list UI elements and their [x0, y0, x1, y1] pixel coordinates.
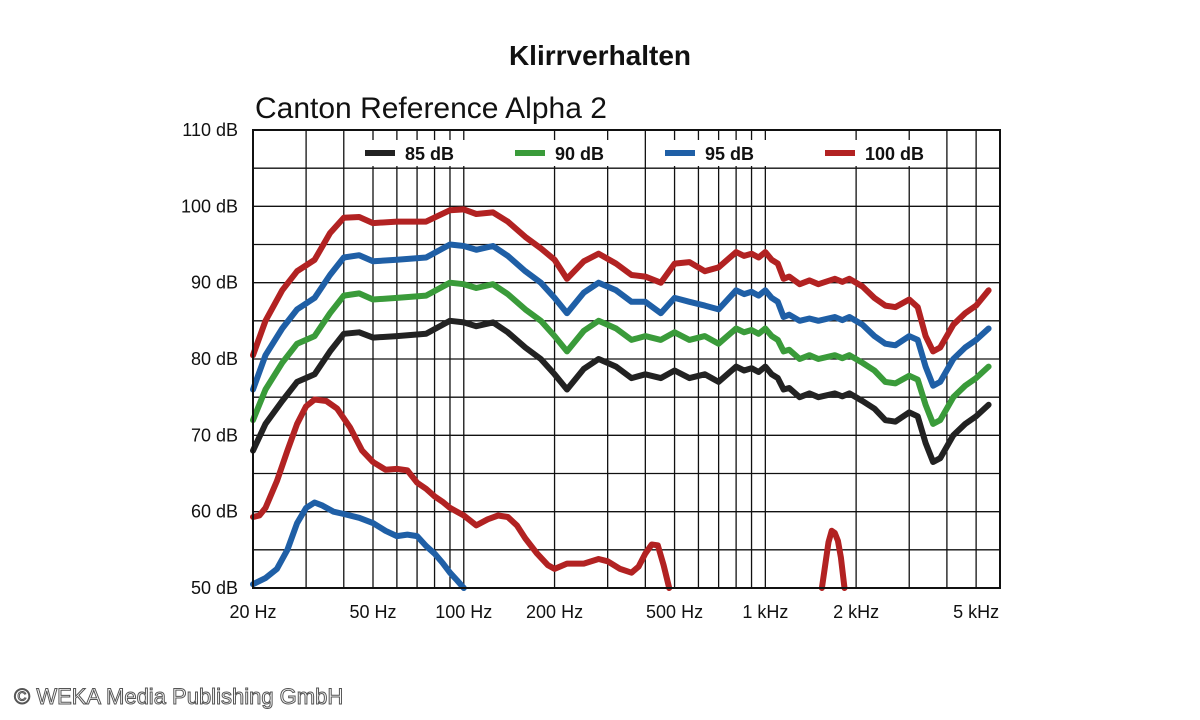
copyright-notice: © WEKA Media Publishing GmbH [13, 684, 344, 710]
series-group [250, 206, 992, 591]
x-tick-label: 20 Hz [229, 602, 276, 622]
series-line [250, 206, 992, 359]
legend-label: 85 dB [405, 144, 454, 164]
series-line [250, 499, 467, 591]
series-line [250, 317, 992, 465]
y-tick-label: 110 dB [182, 120, 238, 140]
x-tick-label: 2 kHz [833, 602, 879, 622]
series-line [818, 527, 848, 591]
y-tick-label: 70 dB [191, 425, 238, 445]
x-tick-label: 200 Hz [526, 602, 583, 622]
plot-border [252, 129, 1001, 589]
series-line [250, 241, 992, 393]
chart-subtitle: Canton Reference Alpha 2 [255, 92, 607, 125]
series-line [250, 396, 673, 591]
y-tick-label: 80 dB [191, 349, 238, 369]
legend-label: 100 dB [865, 144, 924, 164]
y-tick-label: 60 dB [191, 502, 238, 522]
legend-label: 90 dB [555, 144, 604, 164]
y-tick-label: 90 dB [191, 273, 238, 293]
y-tick-label: 50 dB [191, 578, 238, 598]
legend-label: 95 dB [705, 144, 754, 164]
legend: 85 dB 90 dB 95 dB 100 dB [359, 140, 939, 166]
x-tick-label: 100 Hz [435, 602, 492, 622]
y-tick-label: 100 dB [181, 196, 238, 216]
x-tick-label: 1 kHz [742, 602, 788, 622]
plot-frame [252, 129, 1001, 589]
x-tick-label: 5 kHz [953, 602, 999, 622]
x-tick-label: 500 Hz [646, 602, 703, 622]
grid [253, 130, 1000, 588]
x-tick-label: 50 Hz [349, 602, 396, 622]
series-line [250, 279, 992, 427]
chart-title: Klirrverhalten [509, 40, 691, 71]
axes: 50 dB 60 dB 70 dB 80 dB 90 dB 100 dB 110 dB 20 … [181, 120, 999, 622]
